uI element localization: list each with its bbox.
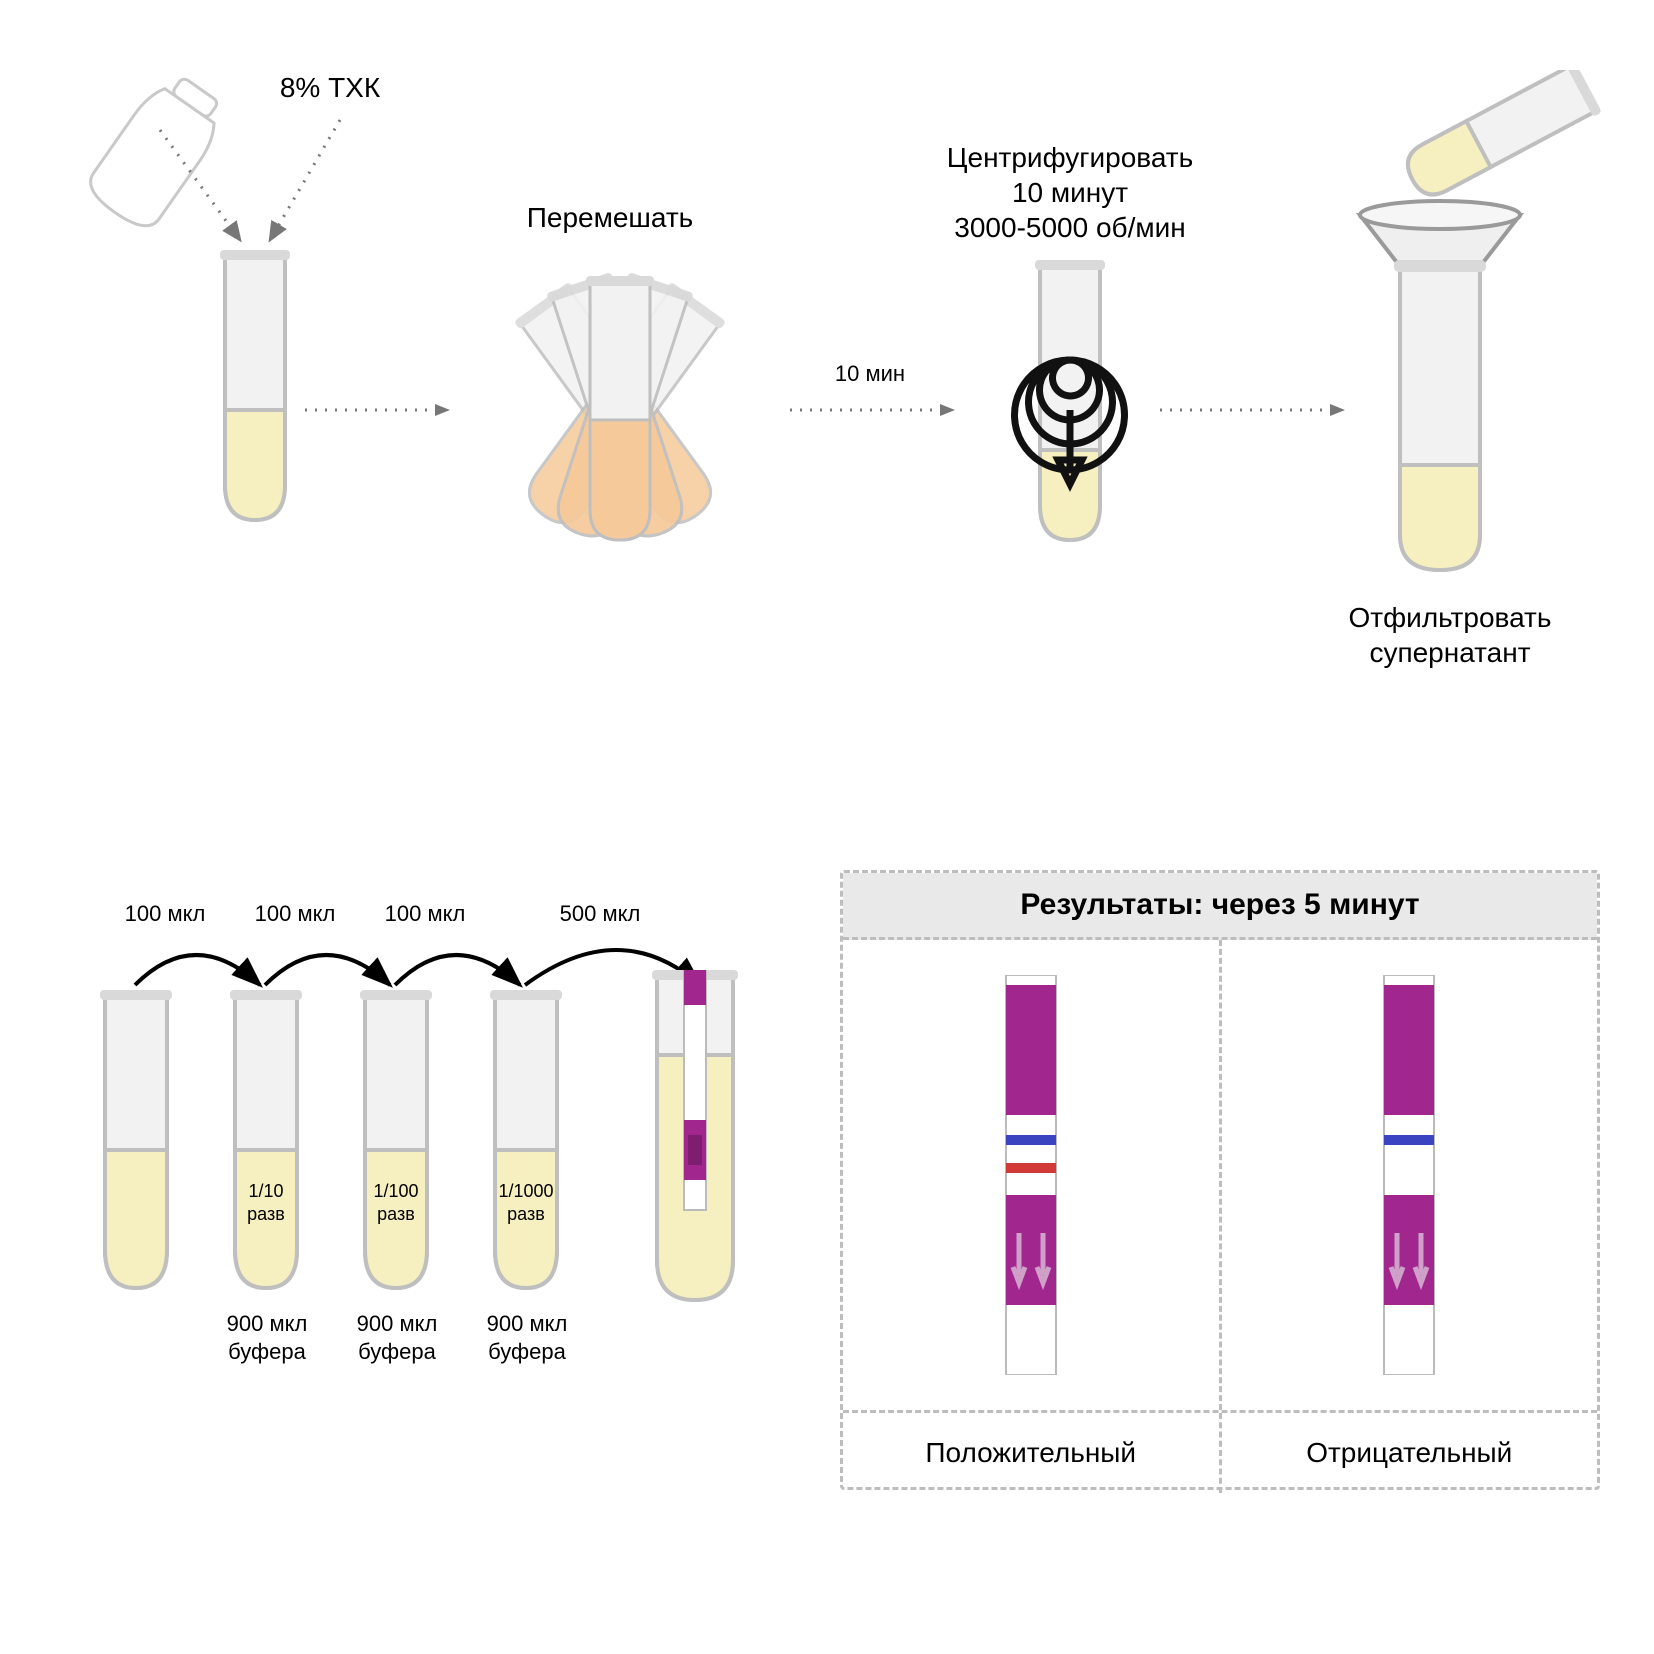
label-buf-3: 900 мкл буфера [472, 1310, 582, 1365]
label-d100: 1/100 разв [360, 1180, 432, 1225]
dilution-final-tube [650, 970, 740, 1310]
label-buf3a: 900 мкл [487, 1311, 568, 1336]
label-10min: 10 мин [810, 360, 930, 388]
label-v100-2: 100 мкл [235, 900, 355, 928]
label-buf1b: буфера [228, 1339, 306, 1364]
label-centrifuge: Центрифугировать 10 минут 3000-5000 об/м… [900, 140, 1240, 245]
dilution-tube-2 [230, 990, 302, 1300]
label-buf1a: 900 мкл [227, 1311, 308, 1336]
label-buf-1: 900 мкл буфера [212, 1310, 322, 1365]
centrifuge-icon [990, 260, 1150, 560]
panel-negative [1222, 940, 1598, 1410]
diagram-canvas: 8% ТХК Перемешать [0, 0, 1654, 1654]
label-buf-2: 900 мкл буфера [342, 1310, 452, 1365]
label-centrifuge-1: Центрифугировать [947, 142, 1193, 173]
results-box: Результаты: через 5 минут [840, 870, 1600, 1490]
label-v100-3: 100 мкл [365, 900, 485, 928]
filter-icon [1330, 70, 1610, 590]
label-buf3b: буфера [488, 1339, 566, 1364]
mix-fan-icon [460, 240, 780, 560]
label-d100-s: разв [377, 1204, 415, 1224]
dilution-tube-3 [360, 990, 432, 1300]
label-d1000-s: разв [507, 1204, 545, 1224]
label-v100-1: 100 мкл [105, 900, 225, 928]
arrow-mix-to-centrifuge [790, 395, 960, 425]
dilution-tube-1 [100, 990, 172, 1300]
results-header: Результаты: через 5 минут [843, 873, 1597, 940]
label-d100-v: 1/100 [373, 1181, 418, 1201]
label-buf2b: буфера [358, 1339, 436, 1364]
label-positive: Положительный [843, 1413, 1222, 1493]
dilution-tube-4 [490, 990, 562, 1300]
label-filter-2: супернатант [1369, 637, 1530, 668]
panel-positive [843, 940, 1222, 1410]
label-negative: Отрицательный [1222, 1413, 1598, 1493]
dotted-arrows-to-tube1 [130, 110, 390, 270]
label-filter-1: Отфильтровать [1349, 602, 1552, 633]
label-d1000: 1/1000 разв [490, 1180, 562, 1225]
label-centrifuge-3: 3000-5000 об/мин [954, 212, 1185, 243]
label-d10-s: разв [247, 1204, 285, 1224]
tube-sample-icon [220, 250, 290, 530]
arrow-centrifuge-to-filter [1160, 395, 1350, 425]
label-mix: Перемешать [490, 200, 730, 235]
label-buf2a: 900 мкл [357, 1311, 438, 1336]
label-centrifuge-2: 10 минут [1012, 177, 1128, 208]
label-v500: 500 мкл [540, 900, 660, 928]
strip-positive-icon [1001, 975, 1061, 1375]
label-d10: 1/10 разв [230, 1180, 302, 1225]
label-d1000-v: 1/1000 [498, 1181, 553, 1201]
label-filter: Отфильтровать супернатант [1300, 600, 1600, 670]
label-txk: 8% ТХК [260, 70, 400, 105]
strip-negative-icon [1379, 975, 1439, 1375]
label-d10-v: 1/10 [248, 1181, 283, 1201]
arrow-tube-to-mix [305, 400, 455, 420]
